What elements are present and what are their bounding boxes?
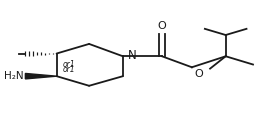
- Text: or1: or1: [62, 60, 75, 69]
- Text: O: O: [194, 69, 203, 79]
- Text: or1: or1: [62, 65, 75, 74]
- Text: N: N: [128, 49, 136, 62]
- Text: O: O: [158, 21, 166, 31]
- Polygon shape: [25, 74, 57, 79]
- Text: H₂N: H₂N: [4, 71, 24, 81]
